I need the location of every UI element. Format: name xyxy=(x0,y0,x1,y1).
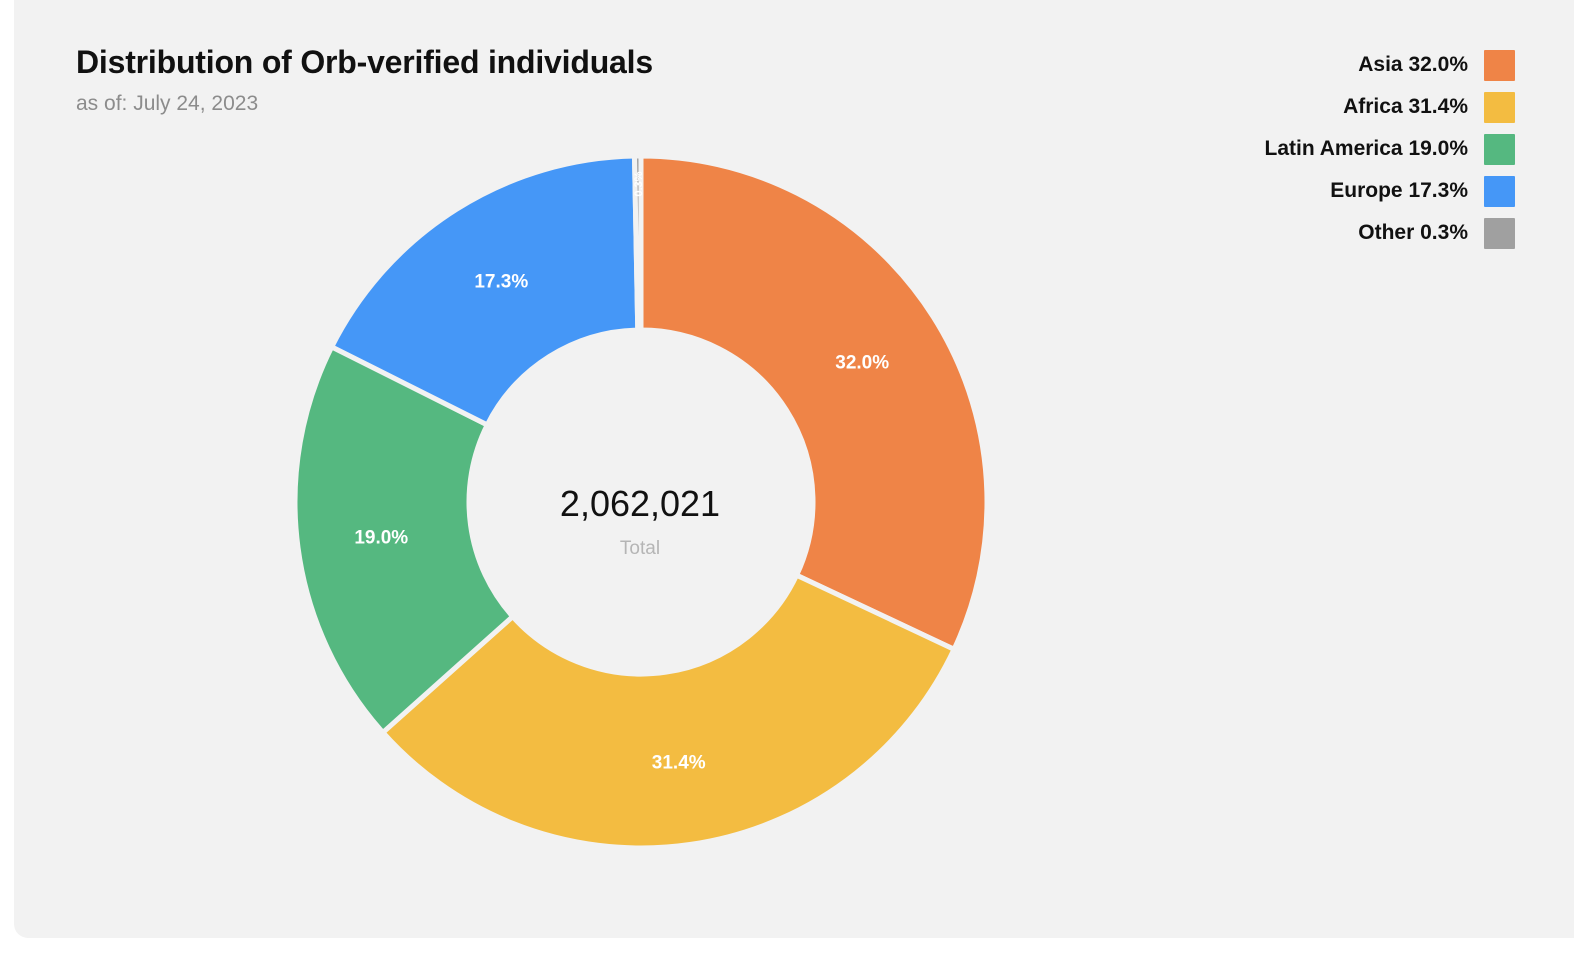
legend-swatch xyxy=(1484,91,1515,123)
legend-label: Africa 31.4% xyxy=(1343,95,1468,118)
donut-slice-labels: 32.0% 31.4% 19.0% 17.3% 0.3% xyxy=(354,171,889,773)
slice-value-label: 0.3% xyxy=(633,171,645,196)
slice-value-label: 31.4% xyxy=(652,752,706,773)
legend-item: Asia 32.0% xyxy=(1358,49,1515,81)
chart-title: Distribution of Orb-verified individuals xyxy=(76,44,653,80)
legend-label: Latin America 19.0% xyxy=(1264,137,1468,160)
donut-slice-other xyxy=(631,153,644,333)
legend-swatch xyxy=(1484,133,1515,165)
slice-value-label: 17.3% xyxy=(474,271,528,292)
legend-item: Other 0.3% xyxy=(1358,217,1515,249)
legend-item: Europe 17.3% xyxy=(1330,175,1515,207)
legend-item: Latin America 19.0% xyxy=(1264,133,1515,165)
legend-swatch xyxy=(1484,175,1515,207)
donut-slices xyxy=(292,153,990,851)
legend-swatch xyxy=(1484,217,1515,249)
chart-legend: Asia 32.0% Africa 31.4% Latin America 19.0… xyxy=(1264,49,1515,249)
slice-value-label: 19.0% xyxy=(354,527,408,548)
donut-slice-europe xyxy=(328,153,641,429)
chart-subtitle: as of: July 24, 2023 xyxy=(76,92,259,115)
legend-label: Other 0.3% xyxy=(1358,221,1468,244)
total-value: 2,062,021 xyxy=(560,483,720,524)
donut-slice-latin-america xyxy=(292,343,517,736)
donut-slice-africa xyxy=(379,571,958,851)
legend-label: Asia 32.0% xyxy=(1358,53,1468,76)
legend-item: Africa 31.4% xyxy=(1343,91,1515,123)
legend-label: Europe 17.3% xyxy=(1330,179,1468,202)
legend-swatch xyxy=(1484,49,1515,81)
total-label: Total xyxy=(620,538,660,559)
slice-value-label: 32.0% xyxy=(835,353,889,374)
donut-slice-asia xyxy=(638,153,990,653)
